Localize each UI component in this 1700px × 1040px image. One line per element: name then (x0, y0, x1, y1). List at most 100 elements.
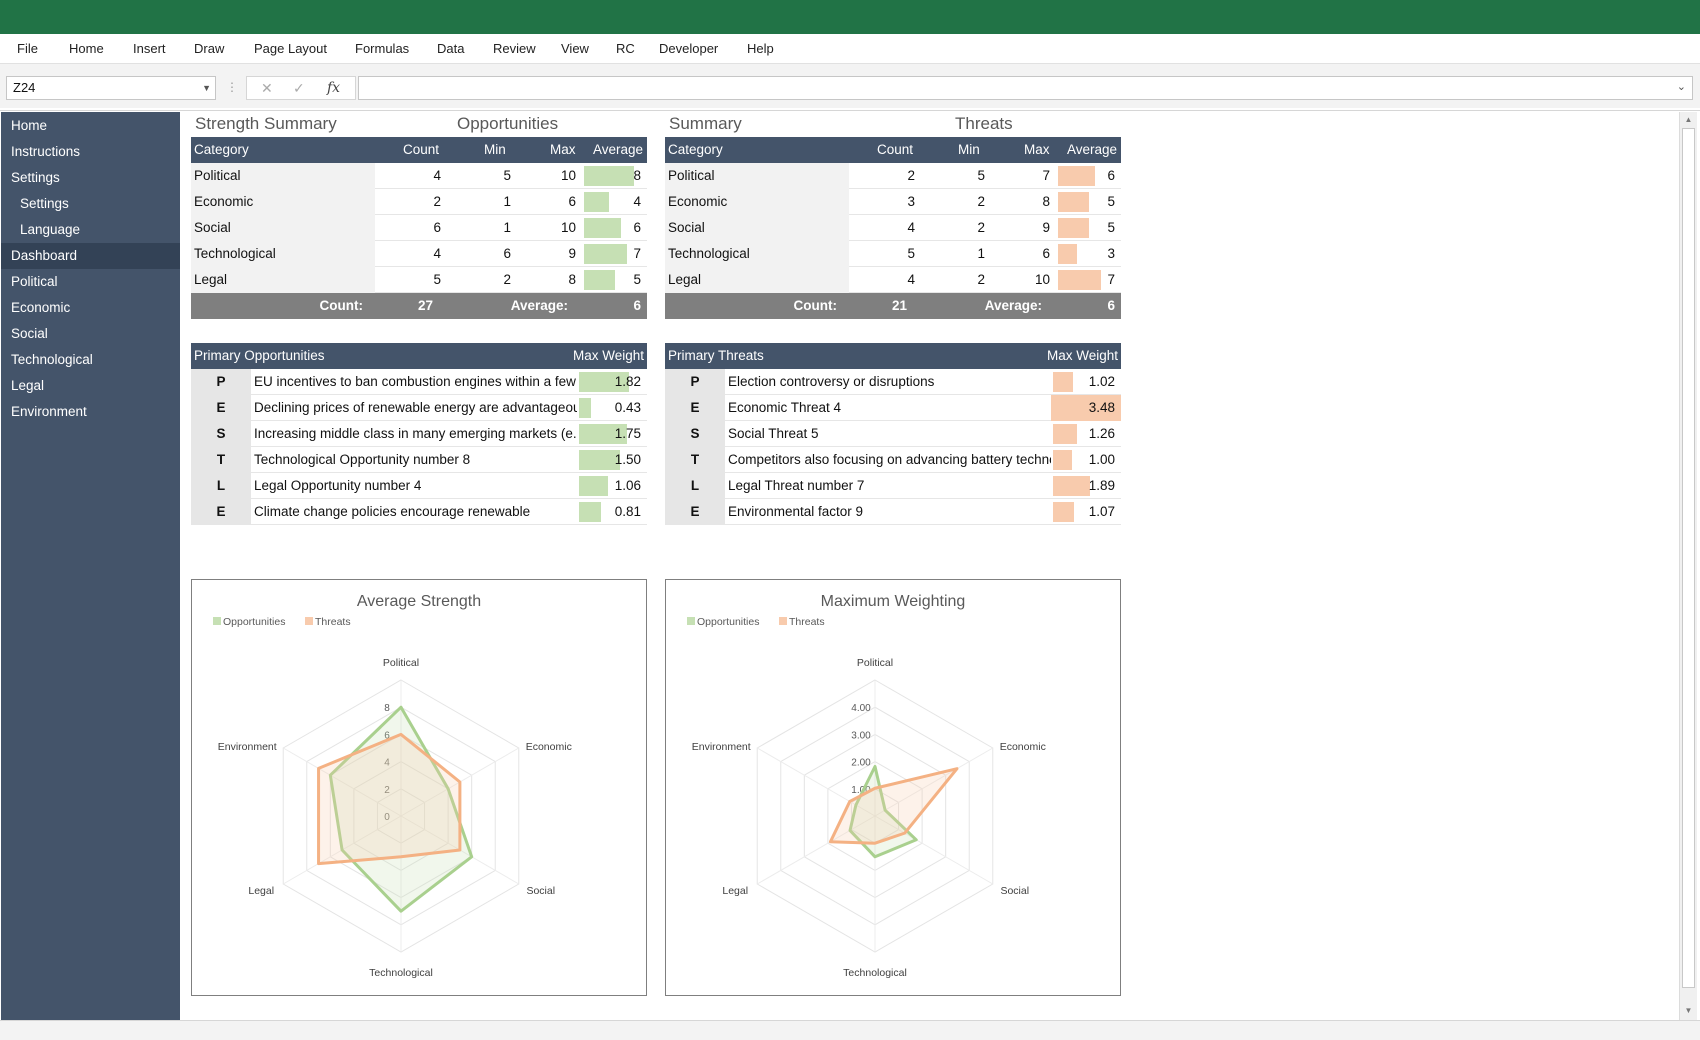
cell-max-weight[interactable]: 1.00 (1051, 447, 1121, 473)
cancel-icon[interactable]: ✕ (261, 80, 273, 96)
cell-description[interactable]: Election controversy or disruptions (728, 374, 935, 389)
cell-category[interactable]: Economic (191, 189, 375, 215)
cell-description[interactable]: Climate change policies encourage renewa… (254, 504, 531, 519)
cell-count[interactable]: 2 (433, 194, 441, 209)
cell-max-weight[interactable]: 1.75 (577, 421, 647, 447)
cell-pestel-letter[interactable]: S (665, 421, 725, 447)
cell-min[interactable]: 5 (503, 168, 511, 183)
legend-entry[interactable]: Threats (315, 616, 351, 628)
cell-max[interactable]: 7 (1042, 168, 1050, 183)
cell-pestel-letter[interactable]: S (191, 421, 251, 447)
cell-description[interactable]: Legal Threat number 7 (728, 478, 865, 493)
radar-series-threats[interactable] (828, 767, 959, 845)
cell-max-weight[interactable]: 1.06 (577, 473, 647, 499)
cell-category[interactable]: Political (665, 163, 849, 189)
drag-handle-icon[interactable]: ⋮ (226, 80, 238, 94)
cell-min[interactable]: 1 (977, 246, 985, 261)
cell-count[interactable]: 2 (907, 168, 915, 183)
cell-max[interactable]: 6 (568, 194, 576, 209)
cell-count[interactable]: 4 (907, 220, 915, 235)
cell-description[interactable]: Increasing middle class in many emerging… (254, 426, 577, 441)
cell-average[interactable]: 7 (1056, 267, 1121, 293)
cell-category[interactable]: Technological (665, 241, 849, 267)
vertical-scrollbar[interactable]: ▲ ▼ (1679, 112, 1697, 1020)
cell-category[interactable]: Social (665, 215, 849, 241)
cell-max[interactable]: 8 (1042, 194, 1050, 209)
cell-max-weight[interactable]: 1.89 (1051, 473, 1121, 499)
menu-formulas[interactable]: Formulas (355, 41, 410, 56)
cell-min[interactable]: 2 (977, 220, 985, 235)
cell-max[interactable]: 8 (568, 272, 576, 287)
menu-developer[interactable]: Developer (659, 41, 719, 56)
cell-pestel-letter[interactable]: E (665, 395, 725, 421)
cell-description[interactable]: Environmental factor 9 (728, 504, 864, 519)
cell-max-weight[interactable]: 1.02 (1051, 369, 1121, 395)
check-icon[interactable]: ✓ (293, 80, 305, 96)
cell-count[interactable]: 3 (907, 194, 915, 209)
cell-category[interactable]: Technological (191, 241, 375, 267)
cell-description[interactable]: Competitors also focusing on advancing b… (728, 452, 1051, 467)
cell-min[interactable]: 2 (977, 194, 985, 209)
cell-count[interactable]: 4 (433, 246, 441, 261)
cell-count[interactable]: 6 (433, 220, 441, 235)
menu-page-layout[interactable]: Page Layout (254, 41, 328, 56)
cell-pestel-letter[interactable]: L (191, 473, 251, 499)
menu-help[interactable]: Help (747, 41, 774, 56)
cell-category[interactable]: Social (191, 215, 375, 241)
cell-average[interactable]: 3 (1056, 241, 1121, 267)
menu-home[interactable]: Home (69, 41, 104, 56)
cell-max-weight[interactable]: 0.43 (577, 395, 647, 421)
cell-count[interactable]: 4 (433, 168, 441, 183)
cell-pestel-letter[interactable]: T (191, 447, 251, 473)
cell-average[interactable]: 5 (582, 267, 647, 293)
sidebar-item-settings[interactable]: Settings (11, 170, 60, 185)
sidebar-item-technological[interactable]: Technological (11, 352, 93, 367)
cell-description[interactable]: Economic Threat 4 (728, 400, 842, 415)
cell-pestel-letter[interactable]: T (665, 447, 725, 473)
sidebar-item-environment[interactable]: Environment (11, 404, 87, 419)
maximum-weighting-chart[interactable]: Maximum Weighting Opportunities Threats 1.0… (665, 579, 1121, 996)
cell-max-weight[interactable]: 1.50 (577, 447, 647, 473)
radar-series-threats[interactable] (317, 732, 462, 866)
menu-rc[interactable]: RC (616, 41, 635, 56)
cell-max[interactable]: 10 (1034, 272, 1050, 287)
chevron-down-icon[interactable]: ▼ (202, 83, 211, 93)
cell-average[interactable]: 4 (582, 189, 647, 215)
cell-description[interactable]: Technological Opportunity number 8 (254, 452, 471, 467)
sidebar-item-political[interactable]: Political (11, 274, 58, 289)
sidebar-item-home[interactable]: Home (11, 118, 48, 133)
menu-view[interactable]: View (561, 41, 589, 56)
sidebar-item-settings-sub[interactable]: Settings (20, 196, 69, 211)
menu-review[interactable]: Review (493, 41, 536, 56)
sidebar-item-language[interactable]: Language (20, 222, 81, 237)
cell-max-weight[interactable]: 3.48 (1051, 395, 1121, 421)
cell-average[interactable]: 6 (582, 215, 647, 241)
cell-count[interactable]: 4 (907, 272, 915, 287)
legend-entry[interactable]: Threats (789, 616, 825, 628)
cell-pestel-letter[interactable]: E (191, 395, 251, 421)
cell-pestel-letter[interactable]: L (665, 473, 725, 499)
cell-count[interactable]: 5 (907, 246, 915, 261)
cell-min[interactable]: 1 (503, 220, 511, 235)
cell-description[interactable]: Social Threat 5 (728, 426, 819, 441)
cell-description[interactable]: Declining prices of renewable energy are… (254, 400, 577, 415)
cell-pestel-letter[interactable]: E (665, 499, 725, 525)
formula-input[interactable]: ⌄ (358, 76, 1693, 100)
name-box[interactable]: Z24 ▼ (6, 76, 216, 100)
sidebar-item-dashboard[interactable]: Dashboard (1, 243, 180, 269)
cell-average[interactable]: 6 (1056, 163, 1121, 189)
expand-icon[interactable]: ⌄ (1676, 81, 1686, 93)
menu-file[interactable]: File (17, 41, 38, 56)
cell-min[interactable]: 1 (503, 194, 511, 209)
cell-description[interactable]: Legal Opportunity number 4 (254, 478, 422, 493)
cell-description[interactable]: EU incentives to ban combustion engines … (254, 374, 577, 389)
sidebar-item-legal[interactable]: Legal (11, 378, 45, 393)
cell-average[interactable]: 5 (1056, 189, 1121, 215)
cell-category[interactable]: Legal (191, 267, 375, 293)
cell-max-weight[interactable]: 0.81 (577, 499, 647, 525)
cell-min[interactable]: 5 (977, 168, 985, 183)
scroll-thumb[interactable] (1682, 128, 1695, 988)
scroll-up-icon[interactable]: ▲ (1684, 115, 1693, 124)
cell-pestel-letter[interactable]: E (191, 499, 251, 525)
cell-min[interactable]: 6 (503, 246, 511, 261)
